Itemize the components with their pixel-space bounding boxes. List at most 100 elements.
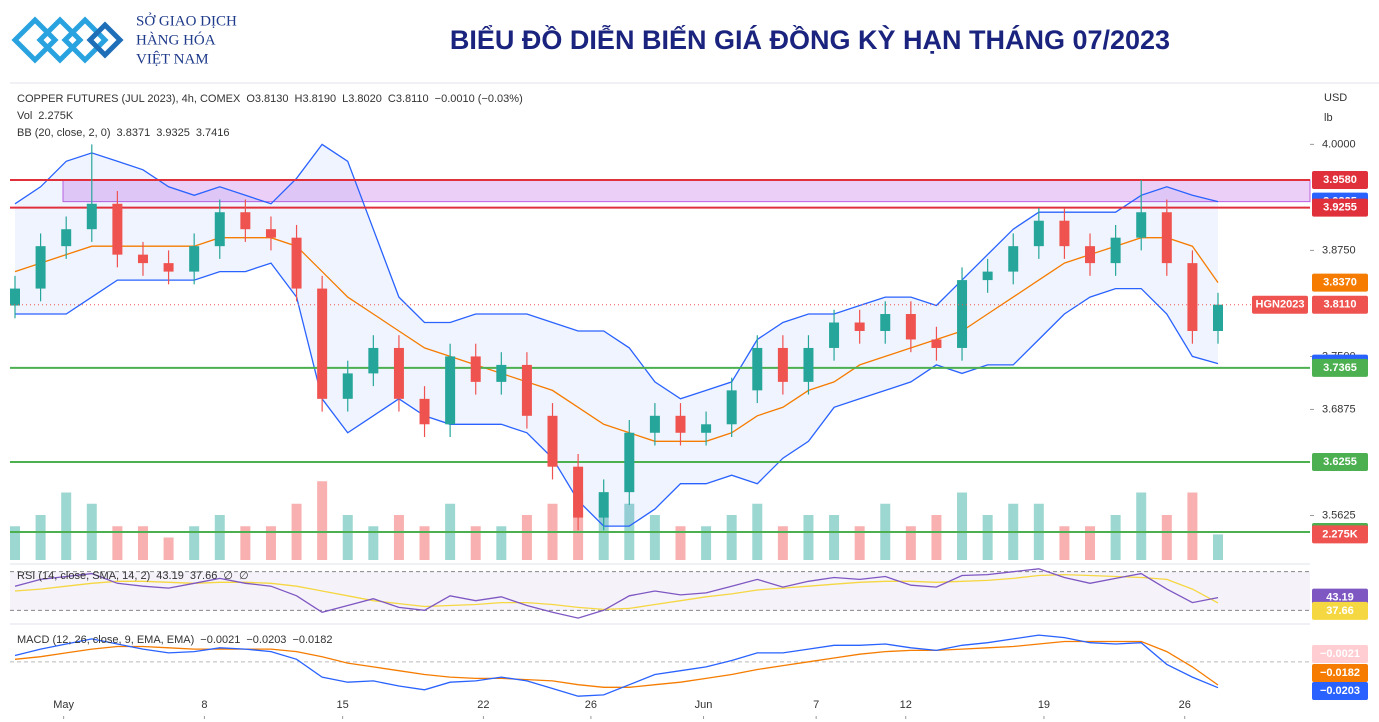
volume-bar xyxy=(957,492,968,560)
macd-signal-badge-bg xyxy=(1312,664,1368,682)
candle-body xyxy=(905,314,916,340)
y-tick-label: 3.5625 xyxy=(1322,509,1356,521)
legend-text: 2.275K xyxy=(38,110,74,122)
x-tick-label: 26 xyxy=(1179,699,1191,711)
unit: lb xyxy=(1324,112,1333,124)
candle-body xyxy=(1136,212,1147,238)
price-badge: 3.8110 xyxy=(1323,299,1356,311)
x-tick-label: 7 xyxy=(813,699,819,711)
candle-body xyxy=(1008,246,1019,272)
price-badge: 3.9580 xyxy=(1323,174,1357,186)
volume-bar xyxy=(982,515,993,560)
x-tick-label: 19 xyxy=(1038,699,1050,711)
candle-body xyxy=(445,356,456,425)
x-tick-label: 15 xyxy=(337,699,349,711)
volume-bar xyxy=(496,526,507,560)
legend-text: C3.8110 xyxy=(388,93,429,105)
candle-body xyxy=(1110,237,1121,264)
macd-line xyxy=(14,634,1219,697)
volume-bar xyxy=(317,481,328,560)
candle-body xyxy=(726,390,737,425)
price-badge-bg xyxy=(1312,171,1368,189)
volume-bar xyxy=(419,526,430,560)
candle-body xyxy=(137,254,148,264)
x-tick-label: 26 xyxy=(585,699,597,711)
candle-body xyxy=(393,347,404,399)
ticker-tag-bg xyxy=(1252,295,1308,314)
chart-title: BIỂU ĐỒ DIỄN BIẾN GIÁ ĐỒNG KỲ HẠN THÁNG … xyxy=(450,24,1170,55)
legend-text: −0.0182 xyxy=(292,634,332,646)
candle-body xyxy=(496,364,507,382)
macd-hist-badge-bg xyxy=(1312,645,1368,663)
legend-text: 3.7416 xyxy=(196,127,230,139)
legend-text: −0.0203 xyxy=(246,634,286,646)
macd-hist-badge: −0.0021 xyxy=(1320,648,1360,660)
volume-bar xyxy=(265,526,276,560)
price-badge-bg xyxy=(1312,453,1368,472)
candle-body xyxy=(880,314,891,331)
volume-bar xyxy=(1085,526,1096,560)
candle-body xyxy=(521,364,532,416)
candle-body xyxy=(112,203,123,255)
rsi-line xyxy=(14,568,1219,619)
candle-body xyxy=(35,246,46,289)
volume-bar xyxy=(10,526,20,560)
price-badge-bg xyxy=(1312,273,1368,292)
logo xyxy=(11,16,124,64)
price-badge: 3.7365 xyxy=(1323,362,1357,374)
candle-body xyxy=(317,288,328,399)
legend-text: 3.8371 xyxy=(117,127,151,139)
macd-badge-bg xyxy=(1312,682,1368,700)
candle-body xyxy=(957,280,968,348)
candle-body xyxy=(342,373,353,399)
rsi-badge: 43.19 xyxy=(1326,591,1354,603)
macd-signal xyxy=(14,640,1219,688)
org-name: VIỆT NAM xyxy=(136,50,209,67)
volume-bar xyxy=(1110,515,1121,560)
volume-bar xyxy=(163,537,174,560)
volume-bar xyxy=(1187,492,1198,560)
volume-bar xyxy=(726,515,737,560)
volume-bar xyxy=(240,526,251,560)
bb-upper xyxy=(14,143,1219,400)
candle-body xyxy=(854,322,865,331)
volume-bar xyxy=(675,526,686,560)
bb-lower xyxy=(15,262,1219,527)
candle-body xyxy=(752,347,763,391)
candle-body xyxy=(1059,220,1070,247)
volume-bar xyxy=(470,526,481,560)
candle-body xyxy=(573,466,584,518)
volume-bar xyxy=(598,515,609,560)
candle-body xyxy=(982,271,993,281)
legend-text: −0.0021 xyxy=(200,634,240,646)
volume-bar xyxy=(829,515,840,560)
price-badge-bg xyxy=(1312,358,1368,377)
legend-text: 43.19 xyxy=(156,570,184,582)
candle-body xyxy=(10,288,20,306)
candle-body xyxy=(1033,220,1044,247)
currency: USD xyxy=(1324,92,1347,104)
ticker-tag: HGN2023 xyxy=(1256,299,1305,311)
volume-bar xyxy=(803,515,814,560)
volume-bar xyxy=(1213,534,1223,560)
candle-body xyxy=(701,424,712,433)
candle-body xyxy=(189,246,200,272)
candle-body xyxy=(803,347,814,382)
legend-text: ∅ xyxy=(223,570,233,582)
volume-badge: 2.275K xyxy=(1322,528,1358,540)
price-badge: 3.6255 xyxy=(1323,456,1357,468)
candle-body xyxy=(265,229,276,238)
candle-body xyxy=(240,212,251,230)
x-tick-label: 8 xyxy=(201,699,207,711)
y-tick-label: 3.8750 xyxy=(1322,244,1356,256)
legend-text: −0.0010 (−0.03%) xyxy=(435,93,523,105)
y-tick-label: 4.0000 xyxy=(1322,138,1356,150)
volume-bar xyxy=(35,515,46,560)
candle-body xyxy=(829,322,840,348)
candle-body xyxy=(777,347,788,382)
legend-text: BB (20, close, 2, 0) xyxy=(17,127,111,139)
candle-body xyxy=(368,347,379,374)
legend-text: MACD (12, 26, close, 9, EMA, EMA) xyxy=(17,634,194,646)
volume-bar xyxy=(905,526,916,560)
